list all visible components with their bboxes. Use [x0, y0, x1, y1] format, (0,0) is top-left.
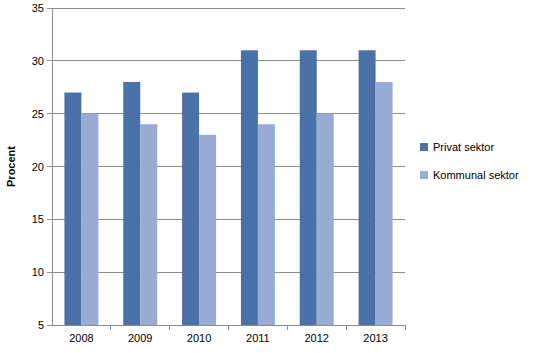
- grid-line: [52, 272, 405, 273]
- y-tick-label: 30: [32, 55, 44, 67]
- y-tick-label: 10: [32, 266, 44, 278]
- y-tick: [47, 219, 52, 220]
- x-tick-label: 2010: [187, 332, 211, 344]
- bar: [81, 114, 98, 325]
- bar: [182, 93, 199, 325]
- x-tick: [228, 325, 229, 330]
- grid-line: [52, 60, 405, 61]
- y-axis-title: Procent: [5, 146, 17, 187]
- grid-line: [52, 8, 405, 9]
- grid-line: [52, 166, 405, 167]
- y-tick: [47, 325, 52, 326]
- y-tick-label: 35: [32, 2, 44, 14]
- y-tick: [47, 60, 52, 61]
- bar: [317, 114, 334, 325]
- x-tick: [287, 325, 288, 330]
- y-tick-label: 15: [32, 213, 44, 225]
- x-tick-label: 2008: [69, 332, 93, 344]
- bar: [199, 135, 216, 325]
- y-tick: [47, 113, 52, 114]
- y-tick-label: 20: [32, 161, 44, 173]
- grid-line: [52, 219, 405, 220]
- x-tick-label: 2013: [363, 332, 387, 344]
- legend-label: Kommunal sektor: [433, 169, 519, 181]
- y-tick: [47, 166, 52, 167]
- legend-swatch: [420, 171, 428, 179]
- bar: [359, 50, 376, 325]
- legend-swatch: [420, 143, 428, 151]
- bar: [241, 50, 258, 325]
- chart-container: 5 10 15 20 25 30 35 Procent 2008 2009 2010 2011 2012…: [0, 0, 541, 353]
- bar: [300, 50, 317, 325]
- x-tick-label: 2011: [246, 332, 270, 344]
- bar: [258, 124, 275, 325]
- bar: [123, 82, 140, 325]
- bars: [64, 50, 392, 325]
- y-tick-label: 5: [38, 319, 44, 331]
- y-tick: [47, 8, 52, 9]
- bar: [140, 124, 157, 325]
- bar: [376, 82, 393, 325]
- bar: [64, 93, 81, 325]
- x-tick: [110, 325, 111, 330]
- grid-line: [52, 113, 405, 114]
- x-tick: [346, 325, 347, 330]
- x-tick: [405, 325, 406, 330]
- chart: 5 10 15 20 25 30 35 Procent 2008 2009 2010 2011 2012…: [0, 0, 541, 353]
- y-axis: [52, 8, 53, 325]
- x-tick-label: 2012: [305, 332, 329, 344]
- x-tick: [169, 325, 170, 330]
- y-tick: [47, 272, 52, 273]
- y-tick-label: 25: [32, 108, 44, 120]
- x-tick-label: 2009: [128, 332, 152, 344]
- legend-label: Privat sektor: [433, 141, 494, 153]
